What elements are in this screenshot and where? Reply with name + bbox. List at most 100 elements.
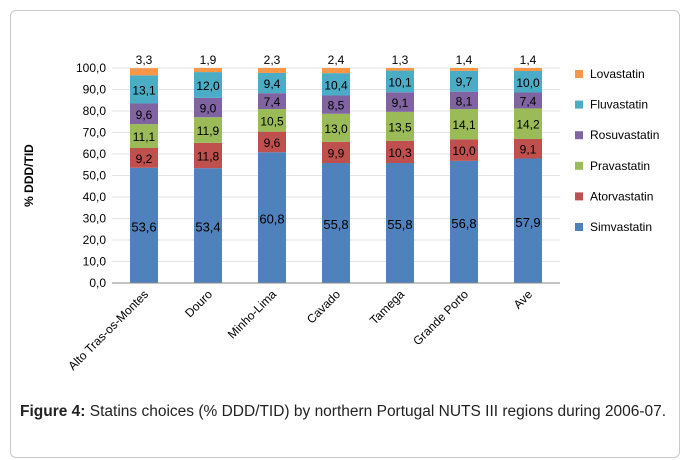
bar-value-label: 10,4	[324, 78, 348, 92]
bar-segment	[450, 139, 478, 161]
bar-segment	[450, 70, 478, 92]
bar-value-label: 9,1	[392, 96, 409, 110]
y-tick-label: 100,0	[76, 61, 106, 75]
y-tick-label: 70,0	[83, 126, 107, 140]
x-tick-label: Tamega	[367, 287, 407, 327]
x-tick-label: Douro	[182, 287, 215, 320]
bar-segment	[194, 168, 222, 283]
legend-swatch	[575, 192, 583, 201]
bar-segment	[450, 91, 478, 110]
y-tick-label: 50,0	[83, 169, 107, 183]
bar-value-label: 53,4	[195, 220, 220, 235]
bar-value-label: 1,4	[520, 53, 537, 67]
bar-segment	[450, 109, 478, 140]
legend-label: Rosuvastatin	[590, 128, 659, 142]
y-tick-label: 20,0	[83, 233, 107, 247]
y-axis-label: % DDD/TID	[22, 144, 36, 207]
bar-value-label: 1,4	[456, 53, 473, 67]
bar-segment	[194, 72, 222, 98]
y-tick-label: 40,0	[83, 190, 107, 204]
y-axis-ticks: 0,0 10,0 20,0 30,0 40,0 50,0 60,0 70,0 80,0 90,0 1…	[76, 61, 106, 290]
bar-value-label: 2,3	[264, 53, 281, 67]
bar-value-label: 10,1	[388, 75, 412, 89]
bar-segment	[258, 68, 286, 73]
legend-swatch	[575, 70, 583, 78]
legend-swatch	[575, 131, 583, 140]
x-tick-label: Alto Tras-os-Montes	[65, 287, 151, 373]
x-tick-label: Cavado	[304, 287, 343, 326]
bar-segment	[322, 113, 350, 142]
bar-segment	[514, 71, 542, 93]
stacked-bar-chart: 0,0 10,0 20,0 30,0 40,0 50,0 60,0 70,0 80,0 90,0 1…	[22, 53, 659, 373]
bar-segment	[258, 109, 286, 132]
bar-value-label: 9,7	[456, 75, 473, 89]
bar-value-label: 9,0	[200, 102, 217, 116]
bar-segment	[130, 103, 158, 125]
bar-value-label: 55,8	[387, 217, 412, 232]
bar-value-label: 57,9	[515, 215, 540, 230]
bar-segment	[322, 73, 350, 96]
bar-segment	[514, 68, 542, 72]
bar-segment	[514, 138, 542, 159]
bar-value-label: 10,0	[516, 76, 540, 90]
bar-segment	[258, 72, 286, 94]
legend-label: Fluvastatin	[590, 98, 648, 112]
bar-value-label: 8,5	[328, 99, 345, 113]
bar-value-label: 9,6	[264, 136, 281, 150]
legend: Lovastatin Fluvastatin Rosuvastatin Pravast…	[575, 67, 659, 234]
bar-segment	[386, 140, 414, 164]
bar-segment	[386, 92, 414, 112]
bar-value-label: 13,5	[388, 120, 412, 134]
x-axis-ticks: Alto Tras-os-Montes Douro Minho-Lima Cavado…	[65, 287, 535, 373]
bar-value-label: 9,2	[136, 152, 153, 166]
y-tick-label: 0,0	[89, 276, 106, 290]
bar-segment	[450, 68, 478, 71]
bar-value-label: 12,0	[196, 79, 220, 93]
bar-value-label: 1,9	[200, 53, 217, 67]
bar-value-label: 10,5	[260, 114, 284, 128]
legend-label: Atorvastatin	[590, 189, 653, 203]
bar-segment	[130, 167, 158, 283]
y-tick-label: 60,0	[83, 147, 107, 161]
bar-value-label: 3,3	[136, 53, 153, 67]
bar-segment	[386, 70, 414, 93]
bar-segment	[322, 141, 350, 164]
y-tick-label: 10,0	[83, 255, 107, 269]
bar-segment	[514, 92, 542, 109]
y-tick-label: 90,0	[83, 83, 107, 97]
bar-segment	[322, 95, 350, 114]
data-labels: 53,6 9,2 11,1 9,6 13,1 3,3 53,4 11,8 11,9 9,0 12,0…	[131, 53, 540, 235]
x-tick-label: Minho-Lima	[225, 287, 279, 341]
y-tick-label: 80,0	[83, 104, 107, 118]
legend-swatch	[575, 161, 583, 170]
bar-value-label: 14,2	[516, 118, 540, 132]
x-tick-label: Ave	[511, 287, 536, 312]
bar-segment	[194, 117, 222, 143]
bar-value-label: 9,4	[264, 77, 281, 91]
bar-value-label: 14,1	[452, 118, 476, 132]
bar-segment	[514, 158, 542, 283]
bar-segment	[130, 124, 158, 148]
bar-value-label: 11,8	[197, 150, 220, 164]
bar-value-label: 10,3	[388, 146, 412, 160]
bar-segment	[258, 93, 286, 110]
bar-segment	[386, 68, 414, 71]
bar-value-label: 1,3	[392, 53, 409, 67]
legend-swatch	[575, 100, 583, 109]
bar-value-label: 7,4	[520, 94, 537, 108]
bar-value-label: 2,4	[328, 53, 345, 67]
bar-segment	[194, 68, 222, 73]
caption-text: Statins choices (% DDD/TID) by northern …	[85, 403, 667, 420]
bar-segment	[322, 68, 350, 74]
bar-value-label: 11,1	[133, 130, 156, 144]
bar-value-label: 53,6	[131, 219, 156, 234]
bar-value-label: 11,9	[197, 124, 220, 138]
x-tick-label: Grande Porto	[410, 287, 471, 348]
bar-value-label: 10,0	[452, 144, 476, 158]
bar-value-label: 13,0	[324, 122, 348, 136]
bar-segment	[514, 108, 542, 139]
bar-value-label: 56,8	[451, 216, 476, 231]
bar-value-label: 9,6	[136, 108, 153, 122]
bar-value-label: 60,8	[259, 212, 284, 227]
bar-value-label: 55,8	[323, 217, 348, 232]
